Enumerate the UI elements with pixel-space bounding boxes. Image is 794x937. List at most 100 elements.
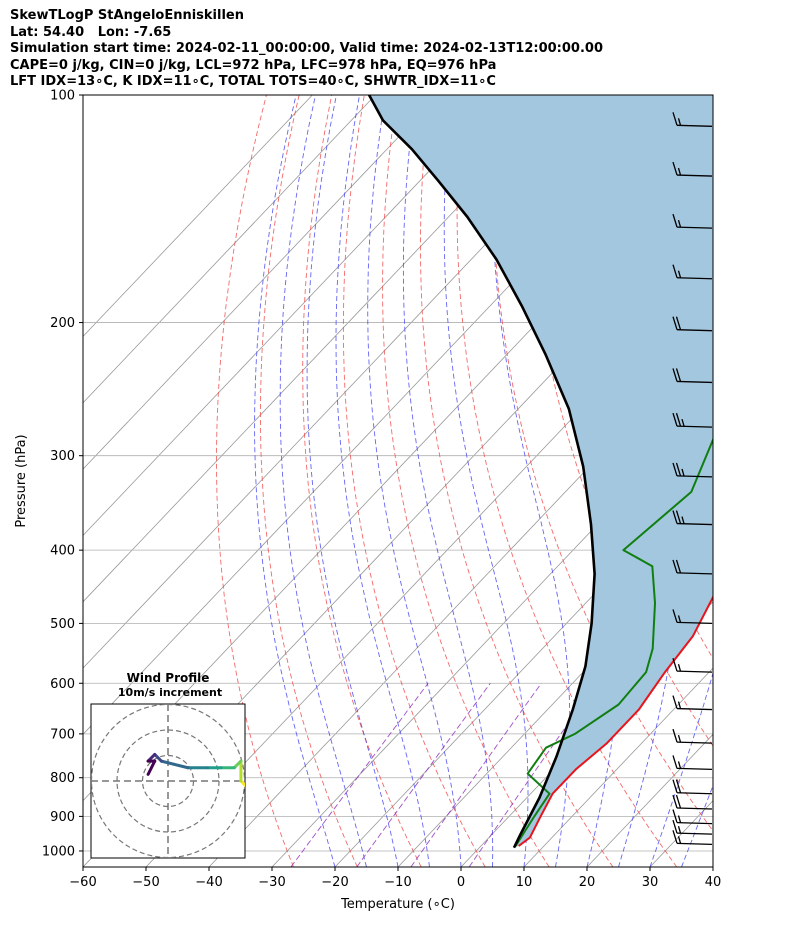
wind-barb-shaft [676, 124, 713, 127]
wind-barb-shaft [676, 842, 713, 845]
x-tick-label: −50 [132, 875, 159, 890]
wind-barb-flag [672, 809, 678, 823]
wind-barb-flag [672, 510, 678, 524]
indices-line-2: LFT IDX=13∘C, K IDX=11∘C, TOTAL TOTS=40∘… [10, 74, 496, 90]
wind-barb-half-flag [677, 825, 682, 834]
wind-barb-shaft [676, 832, 713, 835]
y-tick-label: 1000 [42, 844, 75, 859]
wind-barb-flag [672, 830, 678, 844]
y-tick-label: 100 [50, 89, 75, 104]
chart-data-layer [367, 95, 713, 849]
location-line: Lat: 54.40 Lon: -7.65 [10, 24, 172, 40]
dry-adiabat-line [456, 95, 678, 867]
isotherm-line [712, 866, 713, 867]
wind-barb [672, 695, 713, 711]
y-tick-label: 800 [50, 771, 75, 786]
wind-barb-shaft [676, 670, 713, 673]
wind-barb-half-flag [677, 701, 682, 709]
isotherm-line [145, 269, 713, 867]
hodograph-segment [153, 752, 163, 763]
x-tick-label: −20 [321, 875, 348, 890]
wind-barb [672, 755, 713, 771]
wind-barb-half-flag [677, 815, 682, 823]
wind-barb-flag [672, 779, 678, 793]
parcel-shaded-area [369, 95, 713, 848]
x-tick-label: 40 [705, 875, 722, 890]
wind-barb [672, 264, 713, 280]
mixing-ratio-line [356, 683, 491, 867]
temperature-line [518, 595, 713, 847]
wind-barb [672, 609, 713, 625]
moist-adiabat-line [491, 95, 571, 867]
moist-adiabat-line [712, 865, 713, 867]
wind-barb-flag [672, 412, 678, 427]
wind-barb-half-flag [677, 118, 682, 126]
x-tick-label: 20 [579, 875, 596, 890]
dry-adiabat-line [302, 95, 422, 867]
dry-adiabat-line [382, 95, 550, 867]
y-tick-label: 200 [50, 316, 75, 331]
wind-barb-flag [672, 819, 678, 834]
wind-barb-flag [675, 794, 682, 809]
wind-barb-half-flag [677, 761, 682, 769]
wind-barb [672, 559, 713, 575]
wind-barb-flag [672, 794, 678, 809]
y-axis-label: Pressure (hPa) [14, 434, 29, 527]
wind-barb [672, 510, 713, 526]
wind-barb [672, 794, 713, 810]
wind-barb [672, 368, 713, 384]
x-tick-label: 30 [642, 875, 659, 890]
y-tick-label: 600 [50, 677, 75, 692]
wind-barb-half-flag [681, 418, 685, 427]
wind-barb-half-flag [677, 167, 682, 176]
wind-barb [672, 112, 713, 127]
dry-adiabat-line [723, 95, 794, 867]
wind-barb-shaft [676, 707, 713, 711]
dry-adiabat-line [419, 95, 614, 867]
hodograph-title: Wind Profile [127, 671, 210, 685]
hodograph-inset: Wind Profile 10m/s increment [90, 671, 246, 859]
moist-adiabat-line [254, 95, 336, 867]
x-tick-label: −40 [195, 875, 222, 890]
moist-adiabat-line [335, 95, 430, 867]
x-tick-label: 10 [516, 875, 533, 890]
dewpoint-line [514, 437, 713, 847]
wind-barb-shaft [676, 572, 713, 575]
isotherm-line [208, 335, 713, 867]
indices-line-1: CAPE=0 j/kg, CIN=0 j/kg, LCL=972 hPa, LF… [10, 57, 497, 73]
parcel-line [367, 95, 596, 849]
moist-adiabat-line [649, 95, 713, 867]
wind-barb-flag [672, 728, 678, 743]
wind-barb-flag [672, 609, 678, 623]
isotherm-line [83, 95, 502, 537]
moist-adiabat-line [367, 95, 462, 867]
wind-barb-half-flag [677, 615, 682, 623]
wind-barb [672, 830, 713, 845]
wind-barb-flag [672, 213, 678, 228]
x-tick-label: 0 [457, 875, 465, 890]
wind-barb-shaft [676, 767, 713, 771]
wind-barb-half-flag [677, 663, 682, 672]
wind-barb-flag [672, 695, 678, 709]
wind-barb-shaft [676, 226, 713, 229]
wind-barb-shaft [676, 174, 713, 177]
isotherm-line [83, 95, 313, 338]
wind-barb-shaft [676, 380, 713, 384]
chart-title: SkewTLogP StAngeloEnniskillen [10, 8, 244, 23]
y-tick-label: 400 [50, 544, 75, 559]
wind-barb [672, 728, 713, 744]
wind-barb-flag [672, 755, 678, 769]
hodograph-segment [159, 759, 190, 770]
time-line: Simulation start time: 2024-02-11_00:00:… [10, 41, 603, 57]
wind-barb-flag [675, 412, 682, 427]
isotherm-line [83, 95, 376, 404]
isotherm-line [83, 95, 565, 603]
wind-barb [672, 657, 713, 673]
dry-adiabat-line [216, 95, 294, 867]
wind-barb-half-flag [677, 270, 682, 278]
wind-barb-flag [672, 112, 678, 126]
chart-header: SkewTLogP StAngeloEnniskillen Lat: 54.40… [10, 8, 603, 91]
wind-barb-shaft [676, 807, 713, 810]
wind-barb-half-flag [677, 219, 682, 228]
